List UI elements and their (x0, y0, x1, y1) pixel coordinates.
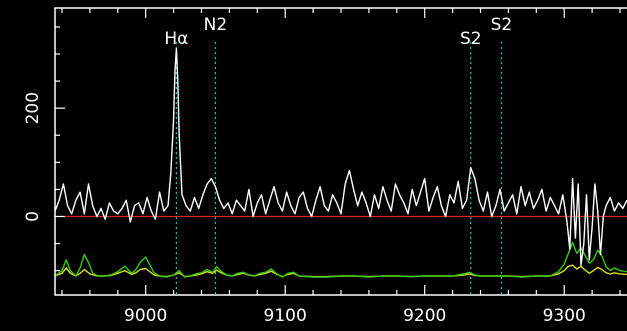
plot-frame (54, 7, 627, 296)
series-0-line (54, 47, 627, 266)
y-tick-label-0: 0 (23, 211, 43, 222)
marker-label-2: S2 (460, 29, 482, 49)
series-layer (54, 47, 627, 278)
series-1-line (54, 241, 627, 278)
x-tick-label-3: 9300 (543, 306, 586, 326)
x-tick-label-0: 9000 (124, 306, 167, 326)
marker-label-3: S2 (491, 15, 513, 35)
marker-labels: Hα N2 S2 S2 (164, 15, 512, 49)
marker-label-0: Hα (164, 29, 188, 49)
x-tick-label-2: 9200 (403, 306, 446, 326)
y-tick-label-1: 200 (23, 92, 43, 124)
x-tick-label-1: 9100 (264, 306, 307, 326)
line-markers (175, 42, 503, 295)
axes: 9000 9100 9200 9300 0 200 (23, 7, 627, 326)
series-2-line (54, 264, 627, 278)
marker-label-1: N2 (204, 15, 228, 35)
